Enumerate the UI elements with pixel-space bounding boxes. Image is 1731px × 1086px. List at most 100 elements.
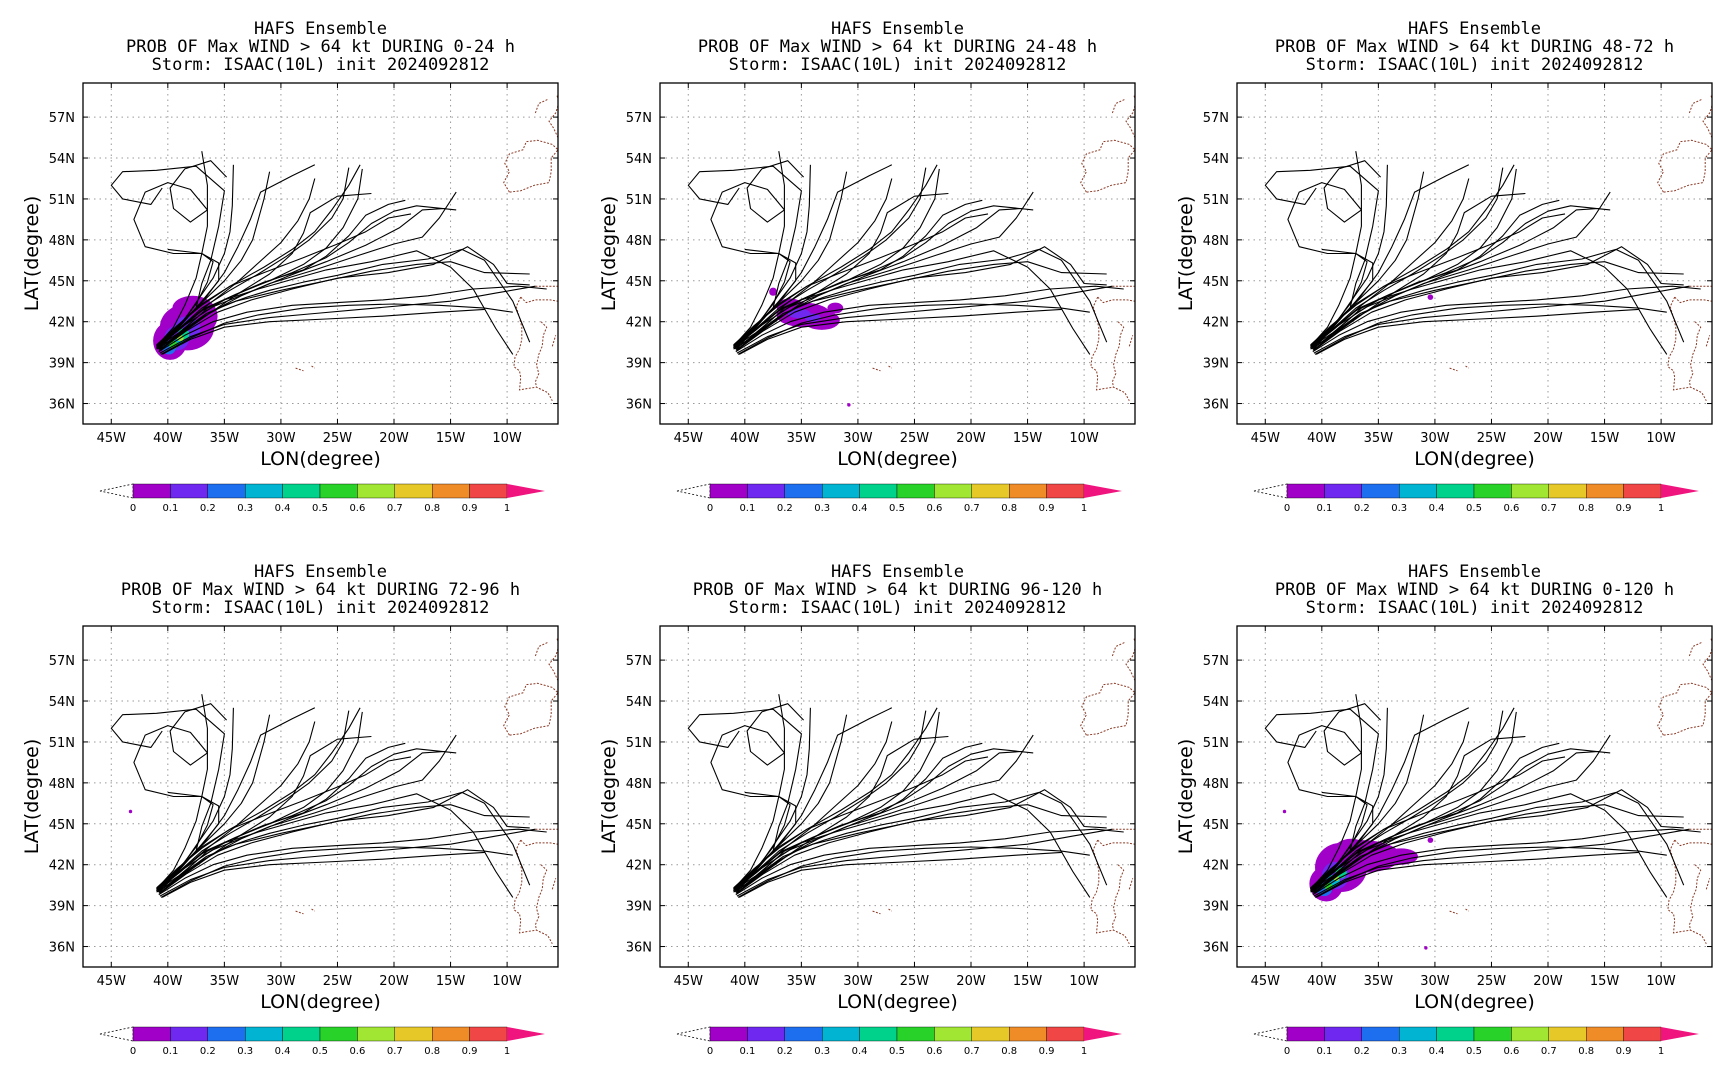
- ensemble-track: [159, 735, 372, 892]
- panel-4: HAFS Ensemble PROB OF Max WIND > 64 kt DU…: [0, 543, 577, 1086]
- ensemble-track: [733, 748, 1034, 892]
- colorbar-swatch: [1586, 1026, 1624, 1042]
- panel-2: HAFS Ensemble PROB OF Max WIND > 64 kt DU…: [577, 0, 1154, 543]
- ensemble-track: [157, 710, 350, 893]
- coastline: [311, 908, 316, 912]
- ensemble-track: [736, 246, 1107, 351]
- x-tick-label: 35W: [1364, 431, 1394, 446]
- ensemble-track: [157, 707, 234, 891]
- colorbar-label: 1: [1081, 503, 1087, 514]
- colorbar-swatch: [784, 483, 823, 499]
- x-tick-label: 25W: [1477, 974, 1507, 989]
- colorbar-swatch: [1398, 1026, 1437, 1042]
- plot-area: [1237, 83, 1712, 424]
- colorbar: 0 0.1 0.2 0.3 0.4 0.5 0.6 0.7 0.8 0.9 1: [99, 483, 545, 514]
- y-tick-label: 36N: [49, 398, 75, 413]
- colorbar-label: 0.5: [312, 1046, 328, 1057]
- panel-title3: Storm: ISAAC(10L) init 2024092812: [152, 598, 490, 618]
- colorbar-swatch: [709, 1026, 748, 1042]
- coastline: [1097, 296, 1135, 304]
- ensemble-track: [1311, 164, 1470, 347]
- y-tick-label: 36N: [49, 941, 75, 956]
- coastline: [1111, 864, 1125, 931]
- panel-title1: HAFS Ensemble: [831, 562, 964, 582]
- colorbar-swatch: [747, 483, 785, 499]
- y-tick-label: 54N: [49, 695, 75, 710]
- y-tick-label: 57N: [626, 111, 652, 126]
- ensemble-track: [736, 828, 1113, 897]
- colorbar-label: 0.3: [814, 1046, 830, 1057]
- colorbar-label: 0: [130, 503, 136, 514]
- colorbar-swatch: [244, 483, 283, 499]
- x-axis-label: LON(degree): [260, 448, 381, 470]
- colorbar-label: 0.2: [200, 503, 216, 514]
- x-tick-label: 20W: [379, 431, 409, 446]
- colorbar-label: 0.7: [964, 503, 980, 514]
- ensemble-track: [736, 735, 949, 892]
- panel-title1: HAFS Ensemble: [254, 562, 387, 582]
- ensemble-track: [1311, 164, 1388, 348]
- y-tick-label: 45N: [626, 275, 652, 290]
- x-tick-label: 45W: [97, 974, 127, 989]
- axes-frame: [659, 625, 1136, 968]
- coastline: [1080, 682, 1135, 736]
- ensemble-track: [161, 308, 485, 355]
- colorbar-label: 0.2: [200, 1046, 216, 1057]
- colorbar-swatch: [1046, 483, 1085, 499]
- probability-cell: [1424, 946, 1428, 950]
- coastline: [548, 638, 558, 681]
- plot-area: [83, 626, 558, 967]
- colorbar: 0 0.1 0.2 0.3 0.4 0.5 0.6 0.7 0.8 0.9 1: [1253, 1026, 1699, 1057]
- colorbar-over-arrow: [1661, 1027, 1699, 1041]
- coastline: [1097, 839, 1135, 847]
- ensemble-track: [1287, 160, 1381, 350]
- ensemble-track: [1313, 246, 1684, 351]
- colorbar-label: 0.2: [777, 503, 793, 514]
- panel-title2: PROB OF Max WIND > 64 kt DURING 72-96 h: [121, 580, 520, 600]
- y-tick-label: 48N: [626, 234, 652, 249]
- x-axis-label: LON(degree): [260, 991, 381, 1013]
- ensemble-track: [733, 756, 989, 889]
- probability-cell: [1427, 294, 1434, 300]
- ensemble-track: [1311, 711, 1517, 892]
- colorbar-label: 1: [1081, 1046, 1087, 1057]
- colorbar-swatch: [934, 483, 972, 499]
- y-tick-label: 39N: [626, 357, 652, 372]
- colorbar-label: 0.2: [777, 1046, 793, 1057]
- ensemble-track: [1315, 308, 1639, 355]
- coastline: [1667, 296, 1707, 402]
- ensemble-track: [1315, 851, 1639, 898]
- x-tick-label: 25W: [323, 974, 353, 989]
- colorbar: 0 0.1 0.2 0.3 0.4 0.5 0.6 0.7 0.8 0.9 1: [676, 483, 1122, 514]
- colorbar-swatch: [357, 1026, 395, 1042]
- ensemble-track: [1264, 708, 1379, 892]
- y-tick-label: 54N: [49, 152, 75, 167]
- colorbar-label: 0.3: [814, 503, 830, 514]
- coastline: [1465, 365, 1470, 369]
- panel-title3: Storm: ISAAC(10L) init 2024092812: [729, 598, 1067, 618]
- axes-frame: [1236, 625, 1713, 968]
- x-axis-label: LON(degree): [1414, 448, 1535, 470]
- coastline: [1667, 839, 1707, 945]
- colorbar-swatch: [170, 483, 208, 499]
- colorbar-label: 1: [1658, 1046, 1664, 1057]
- colorbar-swatch: [1286, 483, 1325, 499]
- colorbar-swatch: [469, 1026, 508, 1042]
- colorbar-label: 0.6: [349, 1046, 365, 1057]
- colorbar-label: 0.1: [739, 1046, 755, 1057]
- coastline: [1465, 908, 1470, 912]
- coastline: [1125, 638, 1135, 681]
- colorbar-over-arrow: [1661, 484, 1699, 498]
- colorbar-under-arrow: [676, 483, 711, 499]
- x-tick-label: 40W: [1307, 431, 1337, 446]
- x-tick-label: 15W: [436, 431, 466, 446]
- colorbar-under-arrow: [1253, 1026, 1288, 1042]
- coastline: [534, 641, 549, 657]
- colorbar-swatch: [821, 483, 860, 499]
- coastline: [503, 682, 558, 736]
- colorbar-label: 0.7: [964, 1046, 980, 1057]
- colorbar-swatch: [1623, 483, 1662, 499]
- x-tick-label: 25W: [1477, 431, 1507, 446]
- colorbar-label: 0.9: [1616, 1046, 1632, 1057]
- colorbar-swatch: [709, 483, 748, 499]
